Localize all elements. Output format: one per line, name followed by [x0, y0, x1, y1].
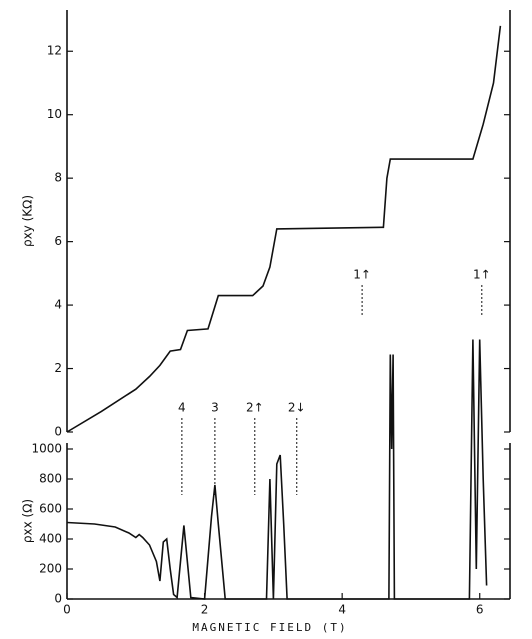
annotation: 1↑ [353, 268, 371, 282]
y-axis-label: ρxx (Ω) [21, 499, 35, 543]
x-tick-label: 2 [201, 603, 209, 617]
x-tick-label: 0 [63, 603, 71, 617]
data-line [66, 339, 488, 600]
y-tick-label: 0 [54, 592, 62, 606]
annotation: 2↑ [246, 401, 264, 415]
y-tick-label: 600 [39, 502, 62, 516]
annotation: 4 [178, 401, 186, 415]
y-tick-label: 200 [39, 562, 62, 576]
x-tick-label: 4 [338, 603, 346, 617]
y-tick-label: 400 [39, 532, 62, 546]
y-tick-label: 10 [47, 107, 62, 121]
y-tick-label: 1000 [31, 442, 62, 456]
y-tick-label: 4 [54, 298, 62, 312]
data-line [66, 25, 502, 433]
y-tick-label: 800 [39, 472, 62, 486]
x-tick-label: 6 [476, 603, 484, 617]
y-tick-label: 12 [47, 44, 62, 58]
y-tick-label: 8 [54, 171, 62, 185]
y-tick-label: 6 [54, 234, 62, 248]
y-tick-label: 0 [54, 425, 62, 439]
annotation: 2↓ [288, 401, 306, 415]
y-axis-label: ρxy (KΩ) [21, 195, 35, 247]
x-axis-label: MAGNETIC FIELD (T) [192, 621, 347, 634]
annotation: 3 [211, 401, 219, 415]
y-tick-label: 2 [54, 361, 62, 375]
annotation: 1↑ [473, 268, 491, 282]
